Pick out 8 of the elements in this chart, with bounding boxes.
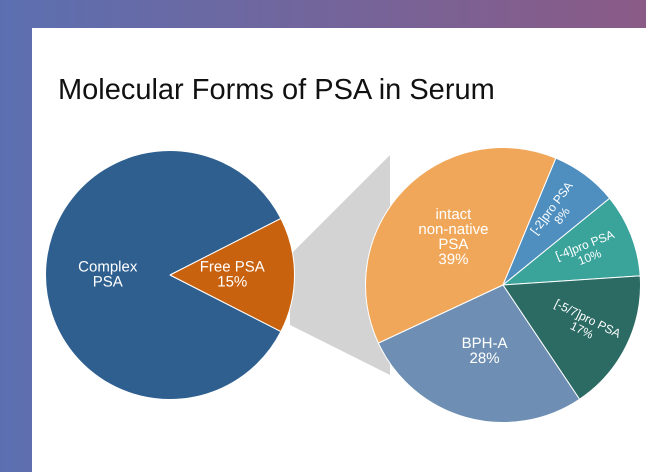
slice-label: intact non-native PSA [418,206,488,254]
chart-title: Molecular Forms of PSA in Serum [58,74,495,107]
data-label: 15% [217,274,248,291]
slice-label: BPH-A [462,334,508,352]
data-label: 28% [470,350,500,367]
slice-label: Free PSA [200,258,265,276]
data-label: 39% [438,251,468,268]
slice-label: Complex PSA [78,258,138,291]
